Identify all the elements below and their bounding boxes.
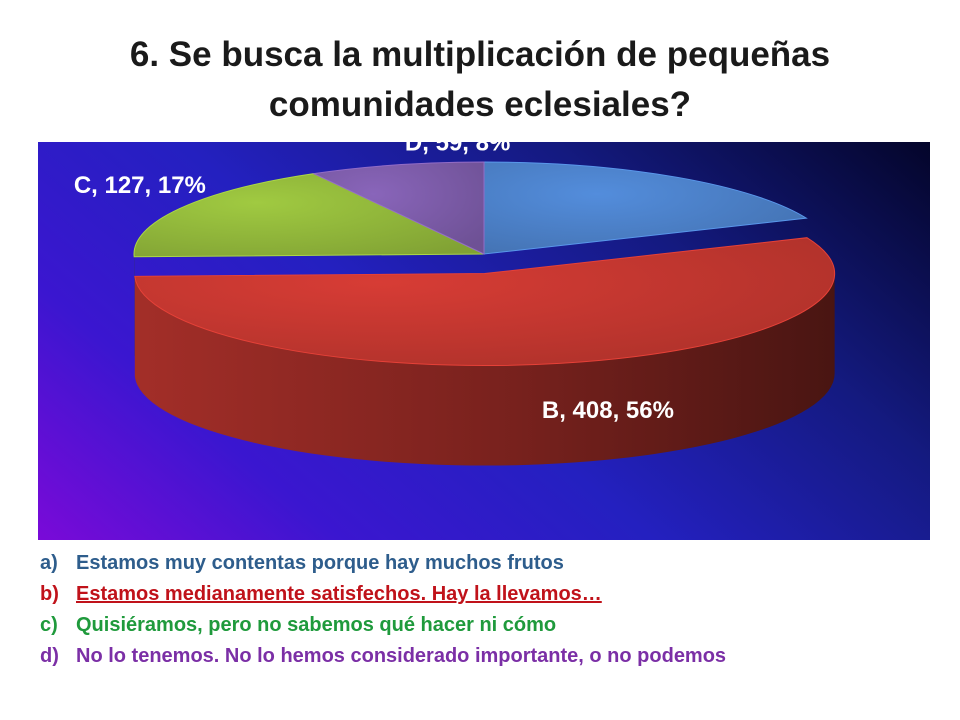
slice-label-b: B, 408, 56% — [542, 397, 674, 424]
slice-label-c: C, 127, 17% — [74, 172, 206, 199]
answer-text-c: Quisiéramos, pero no sabemos qué hacer n… — [76, 614, 557, 636]
slice-label-d: D, 59, 8% — [405, 142, 510, 156]
answer-marker-d: d) — [40, 645, 59, 667]
pie-chart-area: A, 136, 19%B, 408, 56%C, 127, 17%D, 59, … — [38, 142, 930, 540]
answer-item-b: b) Estamos medianamente satisfechos. Hay… — [40, 579, 930, 610]
answer-marker-c: c) — [40, 614, 58, 636]
answer-item-d: d) No lo tenemos. No lo hemos considerad… — [40, 641, 930, 672]
answer-marker-a: a) — [40, 552, 58, 574]
slide-title-line-1: 6. Se busca la multiplicación de pequeña… — [129, 35, 831, 74]
slice-a — [483, 161, 808, 255]
slice-side-b — [134, 273, 835, 466]
answer-item-c: c) Quisiéramos, pero no sabemos qué hace… — [40, 610, 930, 641]
answer-text-d: No lo tenemos. No lo hemos considerado i… — [76, 645, 727, 667]
answer-text-b: Estamos medianamente satisfechos. Hay la… — [76, 583, 602, 605]
answer-text-a: Estamos muy contentas porque hay muchos … — [76, 552, 564, 574]
pie-chart: A, 136, 19%B, 408, 56%C, 127, 17%D, 59, … — [74, 142, 836, 466]
answer-item-a: a) Estamos muy contentas porque hay much… — [40, 548, 930, 579]
slide-title-line-2: comunidades eclesiales? — [268, 85, 692, 124]
slice-d — [312, 161, 485, 255]
slice-b — [134, 237, 836, 367]
slide-title: 6. Se busca la multiplicación de pequeña… — [40, 30, 920, 130]
answer-marker-b: b) — [40, 583, 59, 605]
slice-c — [133, 173, 485, 258]
answer-list: a) Estamos muy contentas porque hay much… — [40, 548, 930, 672]
